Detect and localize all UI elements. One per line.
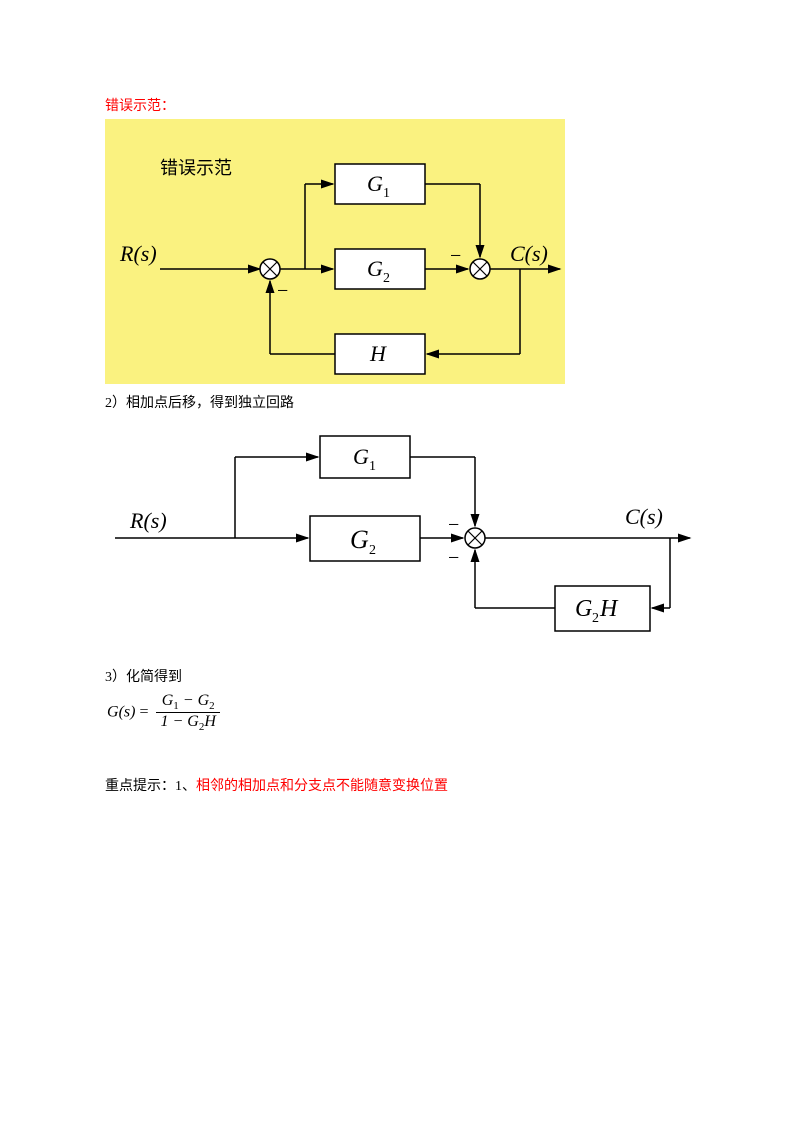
page-root: 错误示范： 错误示范 R(s) C(s) − (0, 0, 800, 1132)
minus-s2: − (450, 245, 461, 267)
footer-prefix: 重点提示：1、 (105, 779, 196, 794)
diagram-1: 错误示范 R(s) C(s) − (105, 119, 565, 384)
d2-g2-label: G (350, 525, 369, 554)
diagram-2: R(s) C(s) G 1 G 2 − − (105, 416, 695, 646)
svg-text:−: − (277, 280, 288, 302)
d2-input-label: R(s) (129, 508, 167, 533)
output-label-Cs: C(s) (510, 241, 548, 266)
d2-summing (465, 528, 485, 548)
step-2-text: 2）相加点后移，得到独立回路 (105, 392, 705, 412)
block-g1-label: G (367, 171, 383, 196)
heading-error-demo: 错误示范： (105, 95, 705, 115)
block-g2-sub: 2 (383, 271, 390, 286)
footer-highlight: 相邻的相加点和分支点不能随意变换位置 (196, 779, 448, 794)
formula-eq: = (139, 703, 152, 720)
block-g1-sub: 1 (383, 186, 390, 201)
d2-g1-label: G (353, 444, 369, 469)
content-area: 错误示范： 错误示范 R(s) C(s) − (105, 95, 705, 795)
formula-den: 1 − G2H (156, 713, 219, 733)
formula-lhs: G(s) (107, 703, 135, 720)
diagram-1-caption: 错误示范 (160, 158, 232, 178)
d2-g2h-h: H (599, 596, 619, 622)
d2-minus-bottom: − (448, 547, 459, 569)
d2-g2-sub: 2 (369, 543, 376, 558)
d2-g1-sub: 1 (369, 459, 376, 474)
result-formula: G(s) = G1 − G2 1 − G2H (107, 692, 705, 733)
block-h-label: H (369, 341, 387, 366)
d2-g2h-sub: 2 (592, 611, 599, 626)
block-g2-label: G (367, 256, 383, 281)
footer-note: 重点提示：1、相邻的相加点和分支点不能随意变换位置 (105, 775, 705, 795)
input-label-Rs: R(s) (119, 241, 157, 266)
step-3-text: 3）化简得到 (105, 666, 705, 686)
d2-minus-top: − (448, 514, 459, 536)
d2-g2h-g: G (575, 596, 592, 622)
formula-num: G1 − G2 (156, 692, 219, 713)
formula-fraction: G1 − G2 1 − G2H (156, 692, 219, 733)
d2-output-label: C(s) (625, 504, 663, 529)
summing-junction-2 (470, 259, 490, 279)
